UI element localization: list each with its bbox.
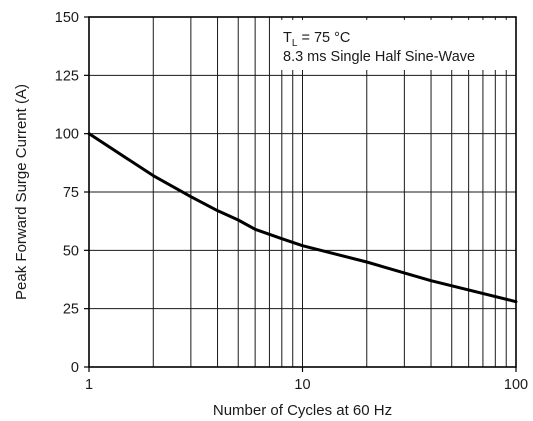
condition-annotation: TL = 75 °C 8.3 ms Single Half Sine-Wave bbox=[278, 20, 514, 70]
x-tick-label: 1 bbox=[85, 377, 93, 393]
annotation-subscript: L bbox=[292, 38, 298, 49]
grid bbox=[89, 17, 516, 367]
y-tick-label: 0 bbox=[71, 360, 79, 376]
y-tick-label: 25 bbox=[63, 302, 79, 318]
y-tick-label: 50 bbox=[63, 243, 79, 259]
y-axis-label: Peak Forward Surge Current (A) bbox=[13, 84, 30, 300]
y-tick-label: 150 bbox=[55, 10, 79, 26]
data-series bbox=[87, 132, 518, 304]
surge-current-line bbox=[87, 132, 518, 304]
annotation-lead-temperature: TL = 75 °C bbox=[283, 30, 350, 49]
annotation-temp-value: = 75 °C bbox=[297, 30, 350, 46]
annotation-waveform: 8.3 ms Single Half Sine-Wave bbox=[283, 49, 475, 65]
x-tick-label: 10 bbox=[294, 377, 310, 393]
y-tick-label: 75 bbox=[63, 185, 79, 201]
y-tick-label: 100 bbox=[55, 127, 79, 143]
x-tick-label: 100 bbox=[504, 377, 528, 393]
axis-ticks: 0 25 50 75 100 125 150 1 10 100 bbox=[55, 10, 528, 393]
x-axis-label: Number of Cycles at 60 Hz bbox=[213, 402, 392, 419]
annotation-t-symbol: T bbox=[283, 30, 292, 46]
y-tick-label: 125 bbox=[55, 68, 79, 84]
annotation-background bbox=[278, 20, 514, 70]
